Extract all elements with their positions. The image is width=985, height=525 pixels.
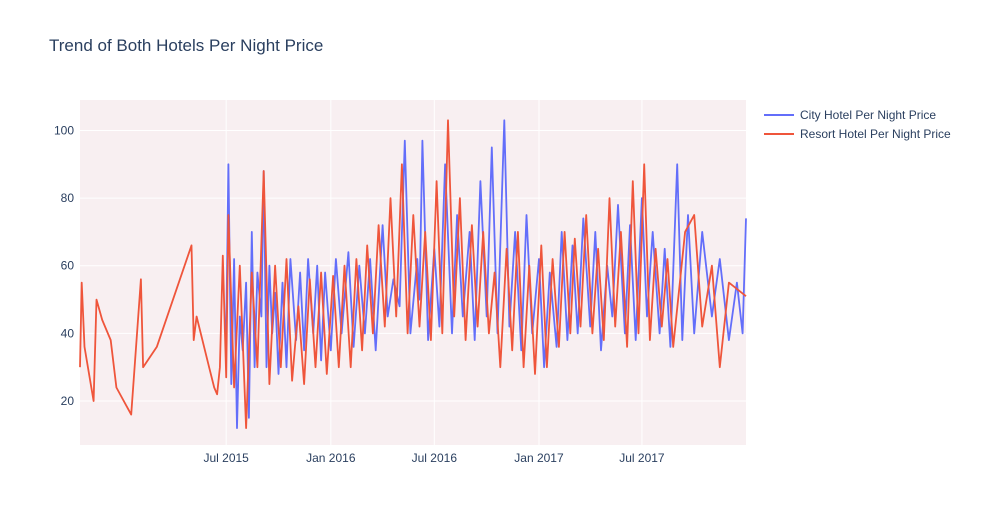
legend-label: City Hotel Per Night Price — [800, 108, 936, 122]
y-tick-label: 60 — [61, 259, 75, 273]
series-layer — [79, 119, 747, 430]
legend-item[interactable]: Resort Hotel Per Night Price — [764, 127, 951, 141]
legend-item[interactable]: City Hotel Per Night Price — [764, 108, 936, 122]
x-tick-label: Jul 2015 — [203, 451, 249, 465]
series-line-city-hotel — [225, 119, 747, 430]
x-tick-label: Jul 2016 — [412, 451, 458, 465]
y-tick-label: 80 — [61, 191, 75, 205]
chart-title: Trend of Both Hotels Per Night Price — [49, 36, 323, 55]
x-tick-label: Jan 2017 — [514, 451, 564, 465]
series-line-resort-hotel — [79, 119, 747, 430]
y-axis: 20 40 60 80 100 — [54, 123, 74, 408]
legend[interactable]: City Hotel Per Night Price Resort Hotel P… — [764, 108, 951, 141]
x-tick-label: Jan 2016 — [306, 451, 356, 465]
y-tick-label: 100 — [54, 123, 74, 137]
x-tick-label: Jul 2017 — [619, 451, 665, 465]
y-tick-label: 20 — [61, 394, 75, 408]
y-tick-label: 40 — [61, 326, 75, 340]
legend-label: Resort Hotel Per Night Price — [800, 127, 951, 141]
x-axis: Jul 2015 Jan 2016 Jul 2016 Jan 2017 Jul 2017 — [203, 451, 664, 465]
plot-area — [80, 100, 746, 445]
